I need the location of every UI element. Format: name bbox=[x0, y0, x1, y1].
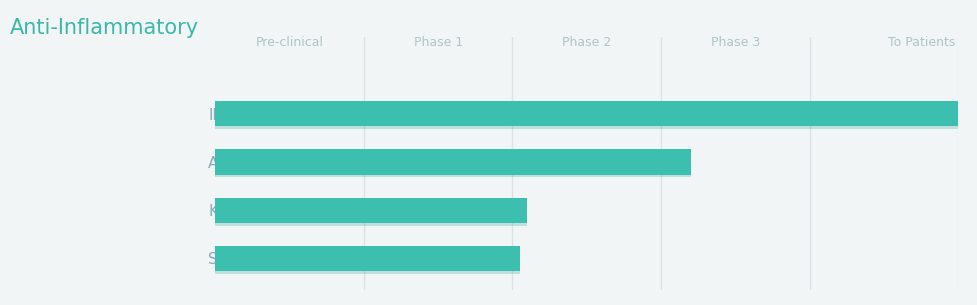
Text: Phase 1: Phase 1 bbox=[413, 36, 462, 49]
Bar bbox=[215, 101, 957, 126]
Bar bbox=[215, 102, 957, 129]
Bar bbox=[215, 246, 520, 271]
Bar bbox=[215, 149, 690, 174]
Text: To Patients: To Patients bbox=[887, 36, 954, 49]
Text: Pre-clinical: Pre-clinical bbox=[255, 36, 323, 49]
Text: Phase 2: Phase 2 bbox=[562, 36, 611, 49]
Bar bbox=[215, 199, 527, 226]
Text: Anti-Inflammatory: Anti-Inflammatory bbox=[10, 18, 198, 38]
Bar bbox=[215, 150, 690, 178]
Bar bbox=[215, 247, 520, 274]
Bar bbox=[215, 198, 527, 223]
Text: Phase 3: Phase 3 bbox=[710, 36, 759, 49]
